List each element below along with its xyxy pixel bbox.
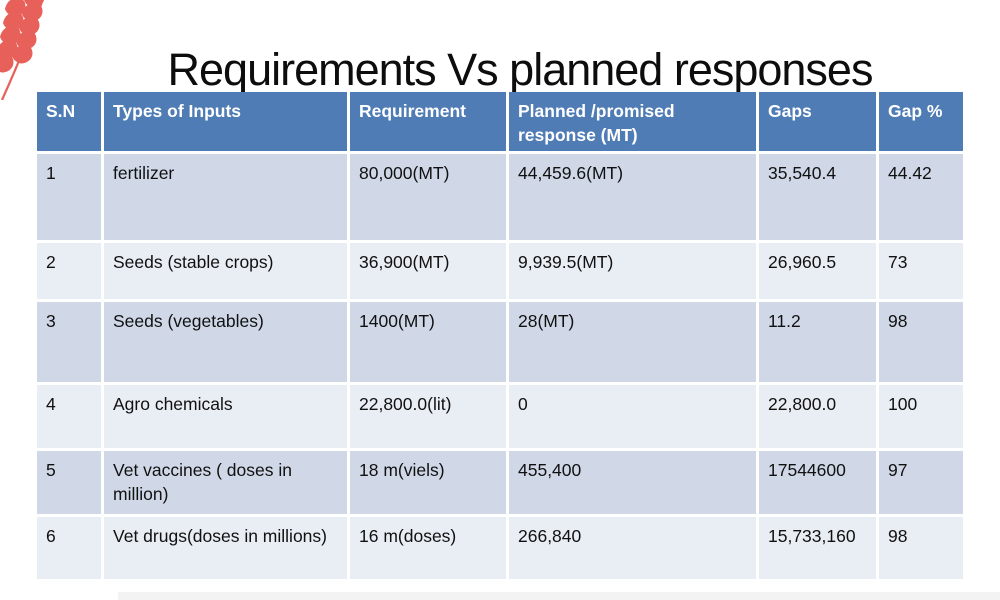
cell-type: Vet vaccines ( doses in million)	[104, 451, 347, 515]
cell-planned: 28(MT)	[509, 302, 756, 383]
table-row: 1 fertilizer 80,000(MT) 44,459.6(MT) 35,…	[37, 154, 963, 241]
wheat-ear-logo	[0, 0, 58, 100]
cell-sn: 1	[37, 154, 101, 241]
cell-type: Agro chemicals	[104, 385, 347, 449]
cell-planned: 455,400	[509, 451, 756, 515]
cell-gap: 11.2	[759, 302, 876, 383]
cell-sn: 2	[37, 243, 101, 300]
header-types: Types of Inputs	[104, 92, 347, 152]
header-gap-pct: Gap %	[879, 92, 963, 152]
cell-sn: 3	[37, 302, 101, 383]
table-row: 6 Vet drugs(doses in millions) 16 m(dose…	[37, 517, 963, 580]
cell-requirement: 1400(MT)	[350, 302, 506, 383]
cell-gap-pct: 98	[879, 517, 963, 580]
cell-sn: 5	[37, 451, 101, 515]
cell-planned: 9,939.5(MT)	[509, 243, 756, 300]
cell-sn: 4	[37, 385, 101, 449]
requirements-table: S.N Types of Inputs Requirement Planned …	[34, 89, 966, 582]
cell-gap-pct: 97	[879, 451, 963, 515]
cell-gap: 22,800.0	[759, 385, 876, 449]
footer-strip	[118, 592, 1000, 600]
header-sn: S.N	[37, 92, 101, 152]
table-row: 4 Agro chemicals 22,800.0(lit) 0 22,800.…	[37, 385, 963, 449]
cell-type: Seeds (vegetables)	[104, 302, 347, 383]
cell-gap-pct: 44.42	[879, 154, 963, 241]
cell-type: fertilizer	[104, 154, 347, 241]
cell-type: Vet drugs(doses in millions)	[104, 517, 347, 580]
table-header-row: S.N Types of Inputs Requirement Planned …	[37, 92, 963, 152]
cell-planned: 266,840	[509, 517, 756, 580]
cell-requirement: 22,800.0(lit)	[350, 385, 506, 449]
cell-requirement: 80,000(MT)	[350, 154, 506, 241]
table-row: 3 Seeds (vegetables) 1400(MT) 28(MT) 11.…	[37, 302, 963, 383]
cell-requirement: 16 m(doses)	[350, 517, 506, 580]
table-row: 2 Seeds (stable crops) 36,900(MT) 9,939.…	[37, 243, 963, 300]
cell-gap: 26,960.5	[759, 243, 876, 300]
wheat-ear-icon	[0, 0, 45, 100]
cell-gap: 35,540.4	[759, 154, 876, 241]
cell-planned: 44,459.6(MT)	[509, 154, 756, 241]
page-title: Requirements Vs planned responses	[167, 44, 874, 96]
header-requirement: Requirement	[350, 92, 506, 152]
header-gaps: Gaps	[759, 92, 876, 152]
cell-sn: 6	[37, 517, 101, 580]
table-row: 5 Vet vaccines ( doses in million) 18 m(…	[37, 451, 963, 515]
cell-gap: 17544600	[759, 451, 876, 515]
cell-requirement: 36,900(MT)	[350, 243, 506, 300]
cell-requirement: 18 m(viels)	[350, 451, 506, 515]
cell-gap-pct: 100	[879, 385, 963, 449]
cell-planned: 0	[509, 385, 756, 449]
cell-gap-pct: 98	[879, 302, 963, 383]
cell-type: Seeds (stable crops)	[104, 243, 347, 300]
header-planned: Planned /promised response (MT)	[509, 92, 756, 152]
cell-gap-pct: 73	[879, 243, 963, 300]
cell-gap: 15,733,160	[759, 517, 876, 580]
